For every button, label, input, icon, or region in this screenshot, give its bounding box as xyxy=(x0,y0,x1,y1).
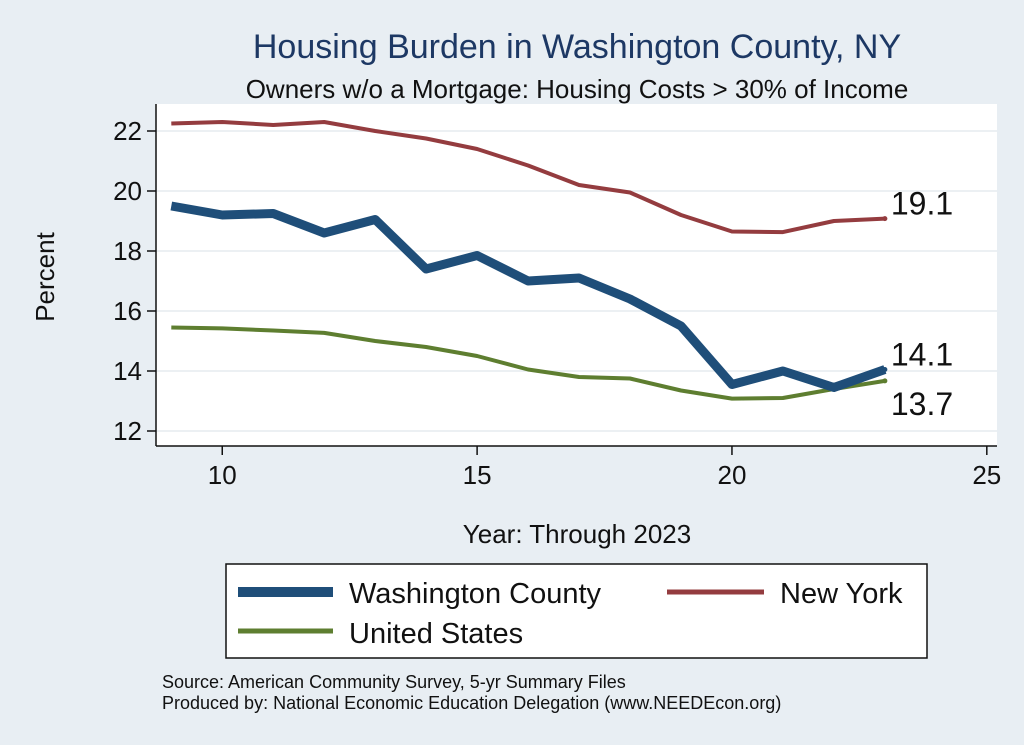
y-tick-label-14: 14 xyxy=(113,356,142,386)
end-point-washington-county xyxy=(882,367,888,372)
series-line-washington-county xyxy=(170,201,887,392)
x-tick-label-25: 25 xyxy=(972,460,1001,490)
y-axis-title: Percent xyxy=(30,231,60,321)
y-tick-label-16: 16 xyxy=(113,296,142,326)
legend-label-washington-county: Washington County xyxy=(349,578,602,610)
series-layer xyxy=(170,120,887,401)
end-label-new-york: 19.1 xyxy=(891,186,953,222)
chart-subtitle: Owners w/o a Mortgage: Housing Costs > 3… xyxy=(246,74,909,104)
y-tick-label-22: 22 xyxy=(113,116,142,146)
x-tick-label-10: 10 xyxy=(208,460,237,490)
legend-label-united-states: United States xyxy=(349,618,523,650)
gridlines xyxy=(156,130,997,432)
series-line-united-states xyxy=(171,325,886,401)
source-note: Source: American Community Survey, 5-yr … xyxy=(162,672,626,692)
legend-box xyxy=(225,563,928,659)
end-label-washington-county: 14.1 xyxy=(891,337,953,373)
end-point-united-states xyxy=(882,378,888,384)
y-tick-label-12: 12 xyxy=(113,416,142,446)
produced-note: Produced by: National Economic Education… xyxy=(162,693,781,713)
end-label-united-states: 13.7 xyxy=(891,386,953,422)
legend: Washington County New York United States xyxy=(225,563,928,659)
x-axis-title: Year: Through 2023 xyxy=(463,519,691,549)
y-tick-label-20: 20 xyxy=(113,176,142,206)
series-line-new-york xyxy=(171,120,885,235)
y-tick-label-18: 18 xyxy=(113,236,142,266)
axes: 12 14 16 18 20 22 10 15 20 25 xyxy=(113,104,1001,490)
end-labels: 14.1 19.1 13.7 xyxy=(882,186,953,422)
legend-label-new-york: New York xyxy=(780,578,903,610)
x-tick-label-15: 15 xyxy=(463,460,492,490)
chart-title: Housing Burden in Washington County, NY xyxy=(253,28,901,66)
end-point-new-york xyxy=(882,216,888,222)
x-tick-label-20: 20 xyxy=(717,460,746,490)
